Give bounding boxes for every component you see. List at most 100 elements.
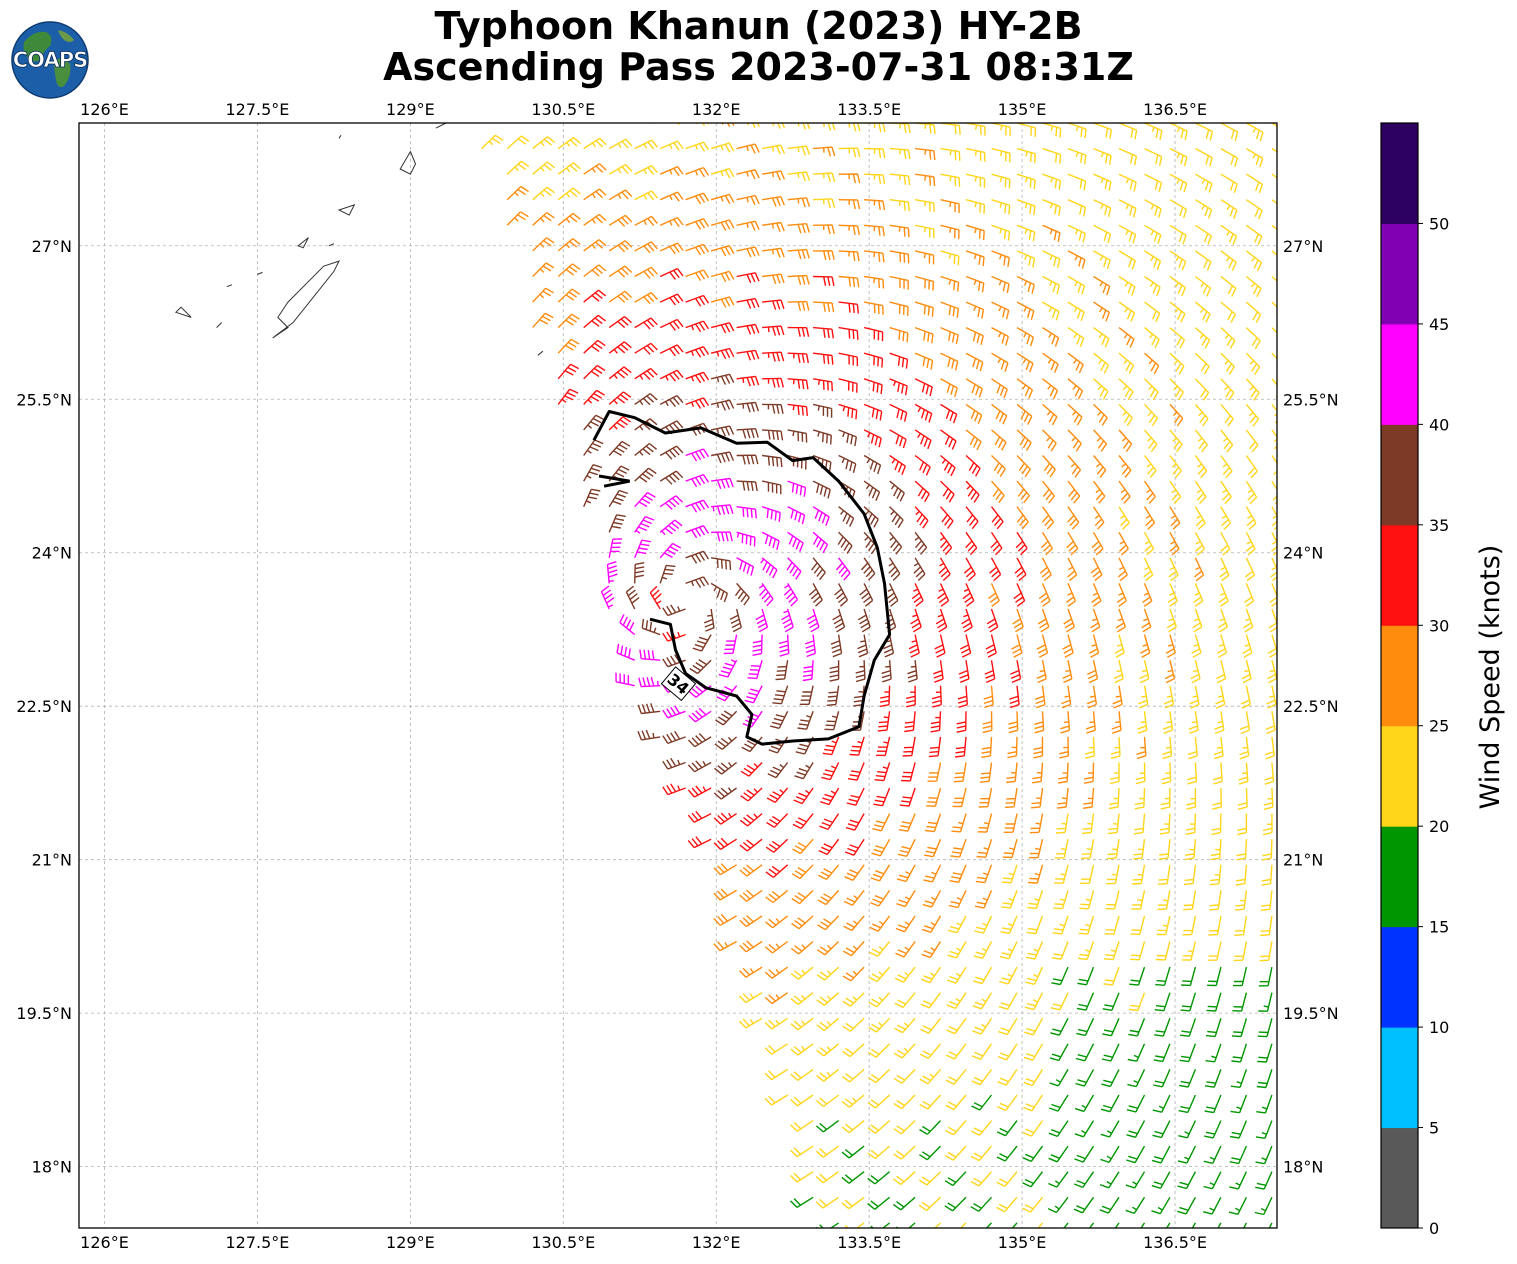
- wind-barb: [893, 1120, 916, 1135]
- wind-barb: [766, 787, 789, 804]
- wind-barb: [1052, 915, 1069, 935]
- wind-barb: [787, 123, 811, 130]
- wind-barb: [1234, 915, 1248, 936]
- wind-barb: [1127, 1069, 1146, 1088]
- wind-barb: [1100, 1120, 1120, 1138]
- wind-barb: [710, 245, 735, 257]
- wind-barb: [815, 1120, 840, 1133]
- wind-barb: [1258, 966, 1273, 987]
- lon-tick-top: 130.5°E: [531, 100, 595, 119]
- wind-barb: [1220, 123, 1239, 141]
- wind-barb: [870, 864, 891, 882]
- wind-barb: [1029, 813, 1044, 834]
- wind-barb: [889, 378, 908, 396]
- wind-barb: [919, 1145, 942, 1161]
- wind-barb: [999, 941, 1018, 960]
- wind-barb: [787, 248, 810, 260]
- colorbar-frame: [1380, 122, 1419, 1229]
- wind-barb: [826, 685, 840, 706]
- wind-barb: [762, 325, 785, 336]
- wind-barb: [1207, 941, 1222, 961]
- wind-barb: [996, 1145, 1018, 1162]
- wind-barb: [685, 550, 710, 564]
- wind-barb: [1151, 1196, 1171, 1215]
- wind-barb: [1067, 147, 1087, 165]
- wind-barb: [996, 1120, 1018, 1137]
- wind-barb: [914, 531, 928, 555]
- wind-barb: [918, 1196, 941, 1211]
- wind-barb: [1087, 660, 1099, 684]
- wind-barb: [557, 338, 580, 354]
- wind-barb: [557, 263, 581, 278]
- wind-barb: [1159, 813, 1171, 835]
- wind-barb: [1267, 660, 1277, 684]
- wind-barb: [1230, 1094, 1248, 1114]
- wind-barb: [662, 757, 686, 770]
- wind-barb: [1260, 890, 1273, 911]
- wind-barb: [815, 1094, 840, 1108]
- wind-barb: [1040, 531, 1053, 556]
- wind-barb: [876, 736, 891, 757]
- wind-barb: [1067, 378, 1084, 400]
- wind-barb: [760, 557, 778, 579]
- wind-barb: [1009, 685, 1020, 709]
- wind-barb: [506, 160, 530, 175]
- wind-barb: [1059, 736, 1069, 759]
- wind-barb: [1090, 608, 1101, 633]
- wind-barb: [583, 239, 607, 252]
- wind-barb: [889, 199, 910, 212]
- wind-barb: [1243, 608, 1254, 633]
- wind-barb: [859, 583, 874, 607]
- wind-barb: [583, 163, 607, 175]
- wind-barb: [893, 1043, 916, 1059]
- wind-barb: [1113, 660, 1124, 684]
- wind-barb: [1169, 147, 1188, 167]
- wind-barb: [1166, 608, 1177, 633]
- wind-barb: [1245, 250, 1263, 272]
- wind-barb: [1165, 1222, 1171, 1228]
- wind-barb: [997, 1069, 1018, 1086]
- wind-barb: [1187, 736, 1198, 760]
- wind-barb: [808, 583, 823, 607]
- wind-barb: [1152, 1120, 1171, 1139]
- island-outline: [257, 271, 263, 275]
- wind-barb: [978, 787, 993, 808]
- colorbar-bin: [1381, 1127, 1418, 1229]
- wind-barb: [841, 1171, 865, 1184]
- wind-barb: [1060, 711, 1071, 734]
- wind-barb: [1209, 890, 1222, 911]
- wind-barb: [991, 301, 1010, 320]
- wind-barb: [710, 582, 729, 603]
- wind-barb: [864, 123, 886, 133]
- wind-barb: [1076, 992, 1095, 1011]
- wind-barb: [764, 992, 788, 1005]
- wind-barb: [914, 378, 933, 397]
- wind-barb: [791, 889, 814, 905]
- wind-barb: [1235, 864, 1248, 886]
- wind-barb: [973, 966, 993, 985]
- wind-barb: [970, 1120, 993, 1136]
- wind-barb: [787, 145, 811, 156]
- wind-barb: [1169, 327, 1186, 349]
- wind-barb: [935, 608, 948, 633]
- wind-barb: [965, 378, 983, 398]
- wind-barb: [787, 223, 810, 234]
- wind-barb: [1169, 506, 1181, 530]
- wind-barb: [1169, 480, 1182, 504]
- lat-tick-right: 24°N: [1283, 544, 1323, 563]
- wind-barb: [1215, 685, 1226, 709]
- wind-barb: [813, 172, 836, 183]
- wind-barb: [1136, 736, 1147, 760]
- wind-barb: [1246, 148, 1264, 168]
- wind-barb: [845, 813, 865, 831]
- wind-barb: [1220, 327, 1236, 349]
- wind-barb: [634, 241, 658, 254]
- wind-barb: [1241, 660, 1252, 684]
- wind-barb: [608, 465, 630, 482]
- contour-line-fragment: [598, 474, 630, 488]
- wind-barb: [662, 654, 686, 668]
- wind-barb: [863, 531, 878, 555]
- wind-barb: [795, 736, 814, 755]
- wind-barb: [687, 785, 712, 798]
- wind-barb: [1016, 403, 1033, 425]
